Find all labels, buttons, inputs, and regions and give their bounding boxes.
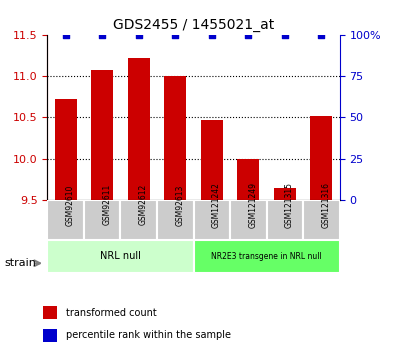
- Text: percentile rank within the sample: percentile rank within the sample: [66, 331, 231, 340]
- Text: GSM92613: GSM92613: [175, 184, 184, 226]
- Point: [209, 32, 215, 38]
- Text: strain: strain: [4, 258, 36, 268]
- FancyBboxPatch shape: [194, 200, 230, 240]
- Text: NR2E3 transgene in NRL null: NR2E3 transgene in NRL null: [211, 252, 322, 261]
- Bar: [128, 58, 150, 200]
- Text: GSM92610: GSM92610: [66, 184, 75, 226]
- Text: GSM121316: GSM121316: [322, 182, 331, 228]
- Text: GSM121242: GSM121242: [212, 182, 221, 228]
- Bar: [237, 159, 260, 200]
- FancyBboxPatch shape: [194, 240, 340, 273]
- Bar: [164, 76, 186, 200]
- FancyBboxPatch shape: [120, 200, 157, 240]
- Bar: [43, 329, 57, 342]
- Bar: [310, 116, 333, 200]
- Text: transformed count: transformed count: [66, 308, 156, 317]
- Point: [99, 32, 105, 38]
- Point: [62, 32, 69, 38]
- Point: [318, 32, 325, 38]
- FancyBboxPatch shape: [303, 200, 340, 240]
- FancyBboxPatch shape: [84, 200, 120, 240]
- Bar: [274, 188, 296, 200]
- Point: [135, 32, 142, 38]
- Text: GSM121249: GSM121249: [248, 182, 258, 228]
- FancyBboxPatch shape: [47, 200, 84, 240]
- Point: [172, 32, 179, 38]
- Bar: [91, 70, 113, 200]
- Text: GSM92612: GSM92612: [139, 184, 148, 226]
- Text: NRL null: NRL null: [100, 251, 141, 261]
- FancyBboxPatch shape: [230, 200, 267, 240]
- Point: [282, 32, 288, 38]
- FancyBboxPatch shape: [47, 240, 194, 273]
- Text: GSM121315: GSM121315: [285, 182, 294, 228]
- Text: GSM92611: GSM92611: [102, 184, 111, 226]
- FancyBboxPatch shape: [157, 200, 194, 240]
- Bar: [55, 99, 77, 200]
- Title: GDS2455 / 1455021_at: GDS2455 / 1455021_at: [113, 18, 274, 32]
- Bar: [201, 120, 223, 200]
- Bar: [43, 306, 57, 319]
- FancyBboxPatch shape: [267, 200, 303, 240]
- Point: [245, 32, 252, 38]
